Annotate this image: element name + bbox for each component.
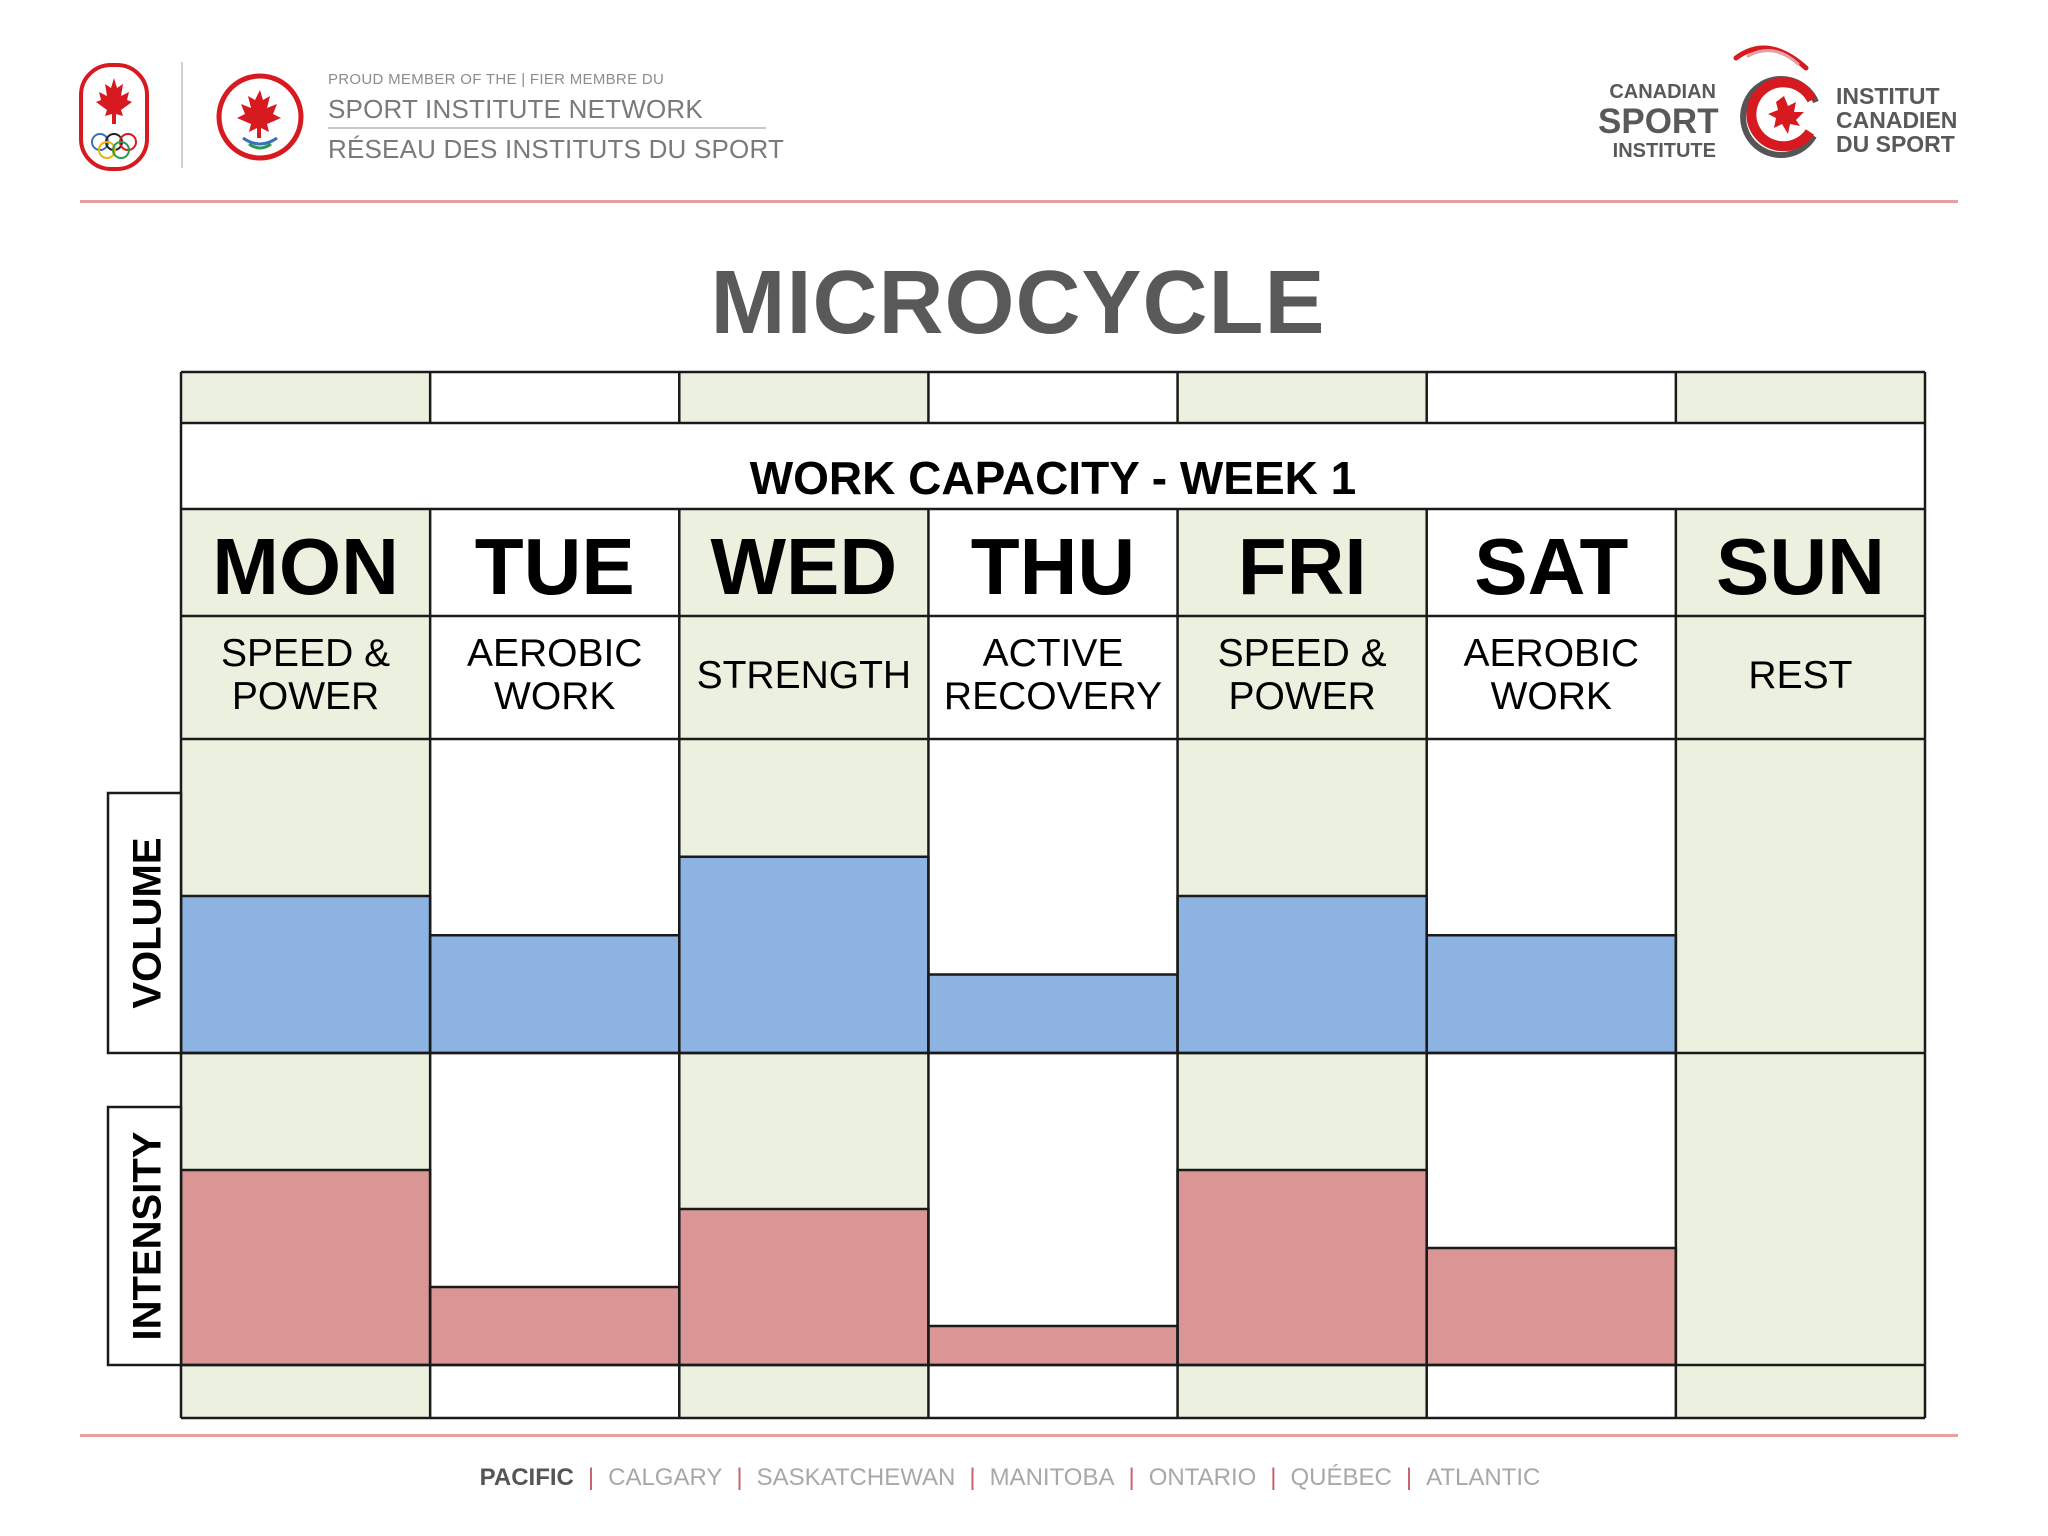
- column-background: [181, 372, 431, 423]
- day-label: MON: [212, 522, 399, 611]
- region-separator: |: [736, 1464, 743, 1491]
- intensity-bar: [927, 1324, 1179, 1367]
- csi-fr-line-1: INSTITUT: [1836, 83, 1940, 109]
- region-link[interactable]: CALGARY: [608, 1464, 723, 1491]
- column-background: [1426, 372, 1676, 423]
- day-focus-label: POWER: [232, 675, 379, 718]
- title-row-background: [181, 423, 1925, 509]
- region-link[interactable]: ATLANTIC: [1426, 1464, 1541, 1491]
- network-name-fr: RÉSEAU DES INSTITUTS DU SPORT: [328, 134, 785, 164]
- day-label: SUN: [1716, 522, 1885, 611]
- column-background: [1177, 372, 1427, 423]
- day-focus-label: SPEED &: [1218, 632, 1387, 675]
- day-focus-label: POWER: [1228, 675, 1375, 718]
- footer-rule: [80, 1434, 1958, 1437]
- csi-fr-line-2: CANADIEN: [1836, 107, 1958, 134]
- header: PROUD MEMBER OF THE | FIER MEMBRE DU SPO…: [0, 0, 2048, 205]
- csi-fr-line-3: DU SPORT: [1836, 131, 1955, 158]
- day-focus-label: SPEED &: [221, 632, 390, 675]
- volume-bar: [927, 973, 1179, 1055]
- day-label: TUE: [475, 522, 635, 611]
- network-membership-text: PROUD MEMBER OF THE | FIER MEMBRE DU: [328, 71, 665, 88]
- network-name-en: SPORT INSTITUTE NETWORK: [328, 94, 703, 124]
- day-focus-label: WORK: [494, 675, 615, 718]
- canadian-olympic-committee-logo: [79, 63, 149, 171]
- day-label: SAT: [1474, 522, 1628, 611]
- volume-label-box: [106, 791, 183, 1055]
- volume-bar: [179, 894, 432, 1055]
- region-link[interactable]: SASKATCHEWAN: [756, 1464, 956, 1491]
- volume-bar: [1176, 894, 1428, 1055]
- intensity-axis-label: INTENSITY: [126, 1131, 170, 1340]
- table-title: WORK CAPACITY - WEEK 1: [750, 452, 1357, 504]
- column-background: [679, 372, 929, 423]
- day-label: THU: [971, 522, 1135, 611]
- intensity-bar: [428, 1285, 681, 1367]
- day-label: WED: [711, 522, 898, 611]
- region-footer: PACIFIC | CALGARY | SASKATCHEWAN | MANITOBA | ON…: [0, 1464, 2020, 1492]
- region-separator: |: [1270, 1464, 1277, 1491]
- region-separator: |: [587, 1464, 595, 1491]
- region-link[interactable]: PACIFIC: [479, 1464, 574, 1491]
- network-rule: [328, 127, 766, 129]
- region-link[interactable]: ONTARIO: [1148, 1464, 1257, 1491]
- csi-en-line-2: SPORT: [1598, 102, 1719, 141]
- region-separator: |: [1128, 1464, 1135, 1491]
- day-label: FRI: [1238, 522, 1367, 611]
- csi-en-line-3: INSTITUTE: [1612, 140, 1716, 162]
- canadian-sport-institute-logo: [1733, 45, 1819, 158]
- day-focus-label: STRENGTH: [697, 654, 912, 697]
- column-background: [1675, 509, 1925, 1418]
- column-background: [430, 372, 680, 423]
- volume-bar: [428, 934, 681, 1055]
- day-focus-label: AEROBIC: [1464, 632, 1640, 675]
- day-focus-label: RECOVERY: [944, 675, 1162, 718]
- region-separator: |: [1405, 1464, 1413, 1491]
- canadian-paralympic-committee-logo: [216, 73, 304, 161]
- column-background: [928, 509, 1178, 1418]
- column-background: [928, 372, 1178, 423]
- intensity-bar: [179, 1168, 432, 1367]
- intensity-bar: [678, 1207, 930, 1367]
- header-rule: [80, 200, 1958, 203]
- region-separator: |: [969, 1464, 976, 1491]
- day-focus-label: REST: [1748, 654, 1852, 697]
- intensity-bar: [1176, 1168, 1428, 1367]
- csi-en-line-1: CANADIAN: [1609, 81, 1716, 103]
- day-focus-label: AEROBIC: [467, 632, 643, 675]
- volume-bar: [678, 855, 930, 1055]
- volume-bar: [1425, 934, 1678, 1055]
- volume-axis-label: VOLUME: [126, 837, 170, 1008]
- page-title: MICROCYCLE: [710, 253, 1326, 353]
- intensity-label-box: [106, 1105, 183, 1367]
- column-background: [1675, 372, 1925, 423]
- csi-name-en: CANADIAN SPORT INSTITUTE: [1598, 81, 1719, 162]
- region-link[interactable]: MANITOBA: [989, 1464, 1115, 1491]
- day-focus-label: WORK: [1491, 675, 1612, 718]
- day-focus-label: ACTIVE: [983, 632, 1124, 675]
- intensity-bar: [1425, 1246, 1678, 1367]
- header-divider: [181, 62, 183, 168]
- csi-name-fr: INSTITUT CANADIEN DU SPORT: [1836, 83, 1958, 158]
- region-link[interactable]: QUÉBEC: [1290, 1464, 1392, 1491]
